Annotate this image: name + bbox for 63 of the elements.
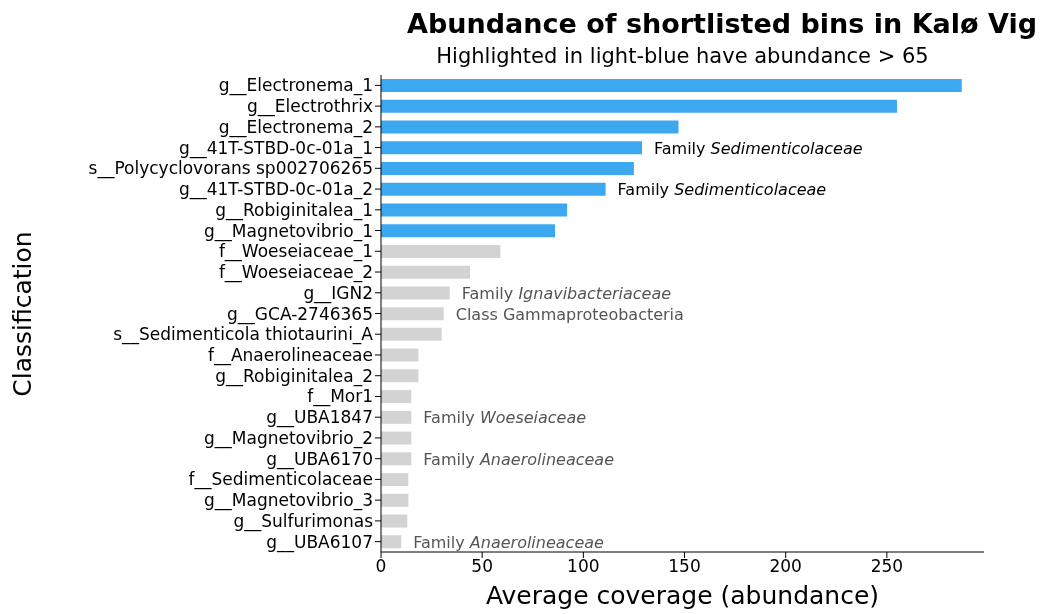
x-tick-label: 50 [471, 556, 493, 577]
bar [381, 141, 643, 155]
chart-subtitle: Highlighted in light-blue have abundance > 65 [435, 44, 930, 68]
y-tick-label: f__Sedimenticolaceae [188, 469, 373, 491]
bar [381, 307, 444, 321]
annotation: Family Anaerolineaceae [423, 449, 615, 469]
y-tick-label: f__Woeseiaceae_1 [218, 241, 373, 263]
bar [381, 203, 568, 217]
y-tick-label: g__Magnetovibrio_3 [204, 490, 373, 512]
y-tick-label: g__Electrothrix [247, 96, 373, 118]
y-tick-label: s__Polycyclovorans sp002706265 [88, 158, 373, 180]
x-tick-label: 250 [870, 556, 904, 577]
bar [381, 182, 606, 196]
chart-title: Abundance of shortlisted bins in Kalø Vig [407, 8, 1037, 39]
bar [381, 390, 412, 404]
bar [381, 286, 450, 300]
bar [381, 327, 442, 341]
bar [381, 120, 679, 134]
y-tick-label: g__IGN2 [303, 282, 373, 304]
annotation: Class Gammaproteobacteria [455, 304, 684, 324]
bar [381, 493, 409, 507]
x-tick-label: 100 [567, 556, 600, 577]
y-tick-label: f__Woeseiaceae_2 [218, 262, 373, 284]
y-tick-label: s__Sedimenticola thiotaurini_A [113, 324, 374, 346]
y-axis-title: Classification [7, 231, 37, 397]
y-tick-label: g__Magnetovibrio_2 [204, 427, 373, 449]
y-tick-label: g__Electronema_1 [218, 75, 373, 97]
bar [381, 535, 402, 549]
bar [381, 265, 471, 279]
y-tick-label: g__Robiginitalea_2 [215, 365, 373, 387]
x-tick-label: 150 [668, 556, 701, 577]
y-tick-label: g__Magnetovibrio_1 [204, 220, 373, 242]
y-tick-label: g__UBA6170 [266, 448, 373, 470]
bar [381, 473, 409, 487]
annotation: Family Sedimenticolaceae [654, 138, 863, 158]
y-tick-label: g__41T-STBD-0c-01a_1 [178, 137, 373, 159]
y-tick-label: g__GCA-2746365 [227, 303, 373, 325]
x-tick-label: 200 [769, 556, 802, 577]
bar [381, 99, 897, 113]
bar [381, 79, 962, 92]
y-tick-label: g__Electronema_2 [218, 116, 373, 138]
annotation: Family Anaerolineaceae [413, 532, 605, 552]
bar [381, 161, 634, 175]
y-tick-label: f__Anaerolineaceae [207, 345, 373, 367]
y-tick-label: g__41T-STBD-0c-01a_2 [178, 179, 373, 201]
bar [381, 369, 419, 383]
y-tick-label: g__Robiginitalea_1 [215, 199, 373, 221]
y-tick-label: g__Sulfurimonas [233, 510, 374, 532]
bar [381, 224, 556, 238]
bar [381, 410, 412, 424]
bar [381, 348, 419, 362]
y-tick-label: g__UBA6107 [266, 531, 373, 553]
bar [381, 244, 501, 258]
y-tick-label: f__Mor1 [307, 386, 373, 408]
x-tick-label: 0 [375, 556, 387, 577]
bar [381, 431, 412, 445]
annotation: Family Woeseiaceae [423, 407, 587, 427]
bar [381, 514, 408, 528]
bar [381, 452, 412, 466]
y-tick-label: g__UBA1847 [266, 407, 373, 429]
x-axis-title: Average coverage (abundance) [484, 581, 881, 610]
annotation: Family Ignavibacteriaceae [461, 283, 672, 303]
annotation: Family Sedimenticolaceae [617, 179, 827, 199]
